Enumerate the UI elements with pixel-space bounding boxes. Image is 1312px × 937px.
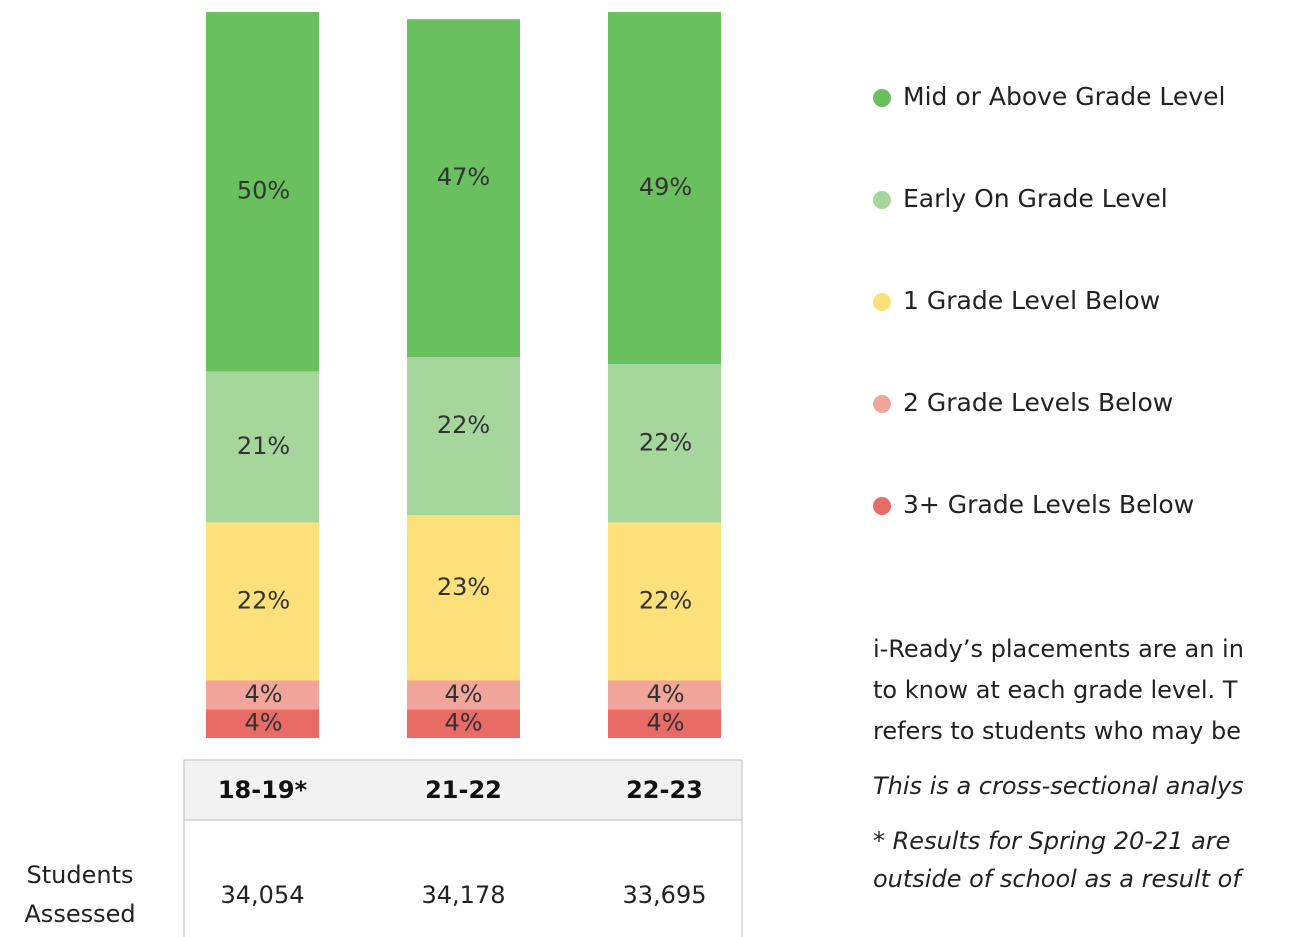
legend-marker (873, 497, 891, 515)
bar-segment (407, 709, 520, 738)
table-header: 18-19* (218, 776, 308, 804)
table-value: 34,054 (221, 881, 305, 909)
bar-segment (206, 680, 319, 710)
row-label: Students Assessed (24, 861, 135, 928)
data-label: 4% (444, 709, 482, 737)
data-label: 22% (639, 428, 692, 456)
legend-marker (873, 89, 891, 107)
bar-segment (407, 680, 520, 710)
note-text: to know at each grade level. T (873, 676, 1238, 704)
data-label: 21% (237, 432, 290, 460)
bar-segment (608, 12, 721, 365)
bar-segment (407, 19, 520, 358)
legend-marker (873, 191, 891, 209)
data-label: 49% (639, 173, 692, 201)
data-label: 47% (437, 163, 490, 191)
bar-segment (206, 709, 319, 738)
note-text: outside of school as a result of (873, 865, 1244, 893)
note-text: This is a cross-sectional analys (873, 772, 1244, 800)
data-label: 4% (646, 709, 684, 737)
note-text: refers to students who may be (873, 717, 1241, 745)
data-label: 4% (244, 709, 282, 737)
table-body-bg (183, 819, 743, 937)
bar-segment (608, 680, 721, 710)
bar-segment (608, 522, 721, 681)
table-value: 33,695 (623, 881, 707, 909)
table-header-bg (183, 759, 743, 821)
data-label: 4% (444, 680, 482, 708)
legend-marker (873, 293, 891, 311)
data-label: 22% (437, 411, 490, 439)
data-label: 4% (244, 680, 282, 708)
bar-segment (407, 357, 520, 516)
table-value: 34,178 (422, 881, 506, 909)
data-label: 4% (646, 680, 684, 708)
table-header: 21-22 (425, 776, 502, 804)
data-label: 50% (237, 177, 290, 205)
bar-segment (407, 515, 520, 681)
legend-marker (873, 395, 891, 413)
legend-label: 1 Grade Level Below (903, 286, 1160, 315)
bar-segment (206, 371, 319, 523)
bar-segment (206, 522, 319, 681)
data-label: 22% (639, 586, 692, 614)
bar-segment (206, 12, 319, 372)
note-text: * Results for Spring 20-21 are (873, 827, 1230, 855)
data-label: 22% (237, 586, 290, 614)
data-label: 23% (437, 573, 490, 601)
note-text: i-Ready’s placements are an in (873, 635, 1244, 663)
table-header: 22-23 (626, 776, 703, 804)
bar-segment (608, 709, 721, 738)
bar-segment (608, 364, 721, 523)
legend-label: 3+ Grade Levels Below (903, 490, 1194, 519)
legend-label: 2 Grade Levels Below (903, 388, 1173, 417)
legend-label: Early On Grade Level (903, 184, 1168, 213)
legend-label: Mid or Above Grade Level (903, 82, 1225, 111)
